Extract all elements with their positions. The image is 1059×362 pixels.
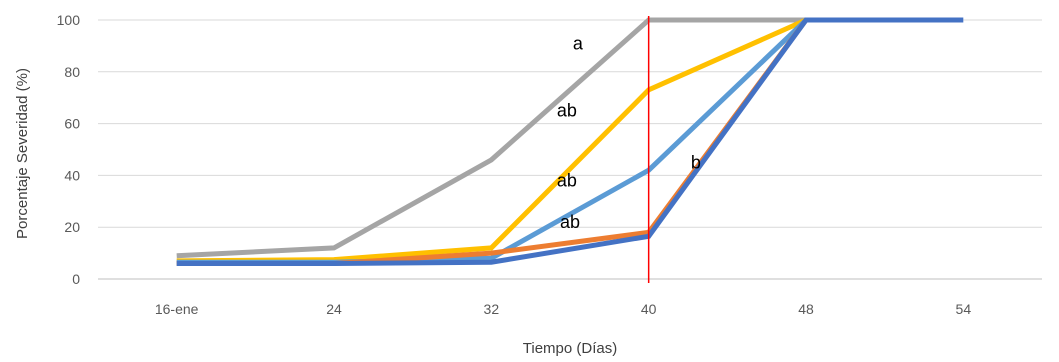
- y-tick-label: 20: [64, 219, 80, 235]
- annotation-label: ab: [557, 171, 577, 191]
- y-tick-label: 0: [72, 271, 80, 287]
- x-tick-label: 48: [798, 301, 814, 317]
- y-tick-label: 40: [64, 167, 80, 183]
- series-line-2: [176, 17, 808, 264]
- series-line-3: [176, 18, 808, 265]
- y-tick-labels: 0 20 40 60 80 100: [57, 12, 81, 287]
- x-tick-label: 24: [326, 301, 342, 317]
- x-tick-labels: 16-ene 24 32 40 48 54: [155, 301, 971, 317]
- series-line-1: [176, 17, 806, 259]
- x-tick-label: 54: [956, 301, 972, 317]
- x-axis-title: Tiempo (Días): [523, 340, 617, 357]
- annotation-label: a: [573, 33, 584, 53]
- gridlines: [98, 19, 1042, 280]
- series-line-5: [176, 17, 964, 266]
- y-tick-label: 60: [64, 116, 80, 132]
- y-tick-label: 100: [57, 12, 81, 28]
- annotation-label: b: [691, 152, 701, 172]
- x-tick-label: 40: [641, 301, 657, 317]
- annotation-label: ab: [560, 212, 580, 232]
- y-tick-label: 80: [64, 64, 80, 80]
- x-tick-label: 16-ene: [155, 301, 199, 317]
- y-axis-title: Porcentaje Severidad (%): [14, 68, 31, 239]
- x-tick-label: 32: [484, 301, 500, 317]
- annotation-label: ab: [557, 101, 577, 121]
- series-lines: [176, 17, 964, 266]
- annotations: a ab ab ab b: [557, 33, 701, 232]
